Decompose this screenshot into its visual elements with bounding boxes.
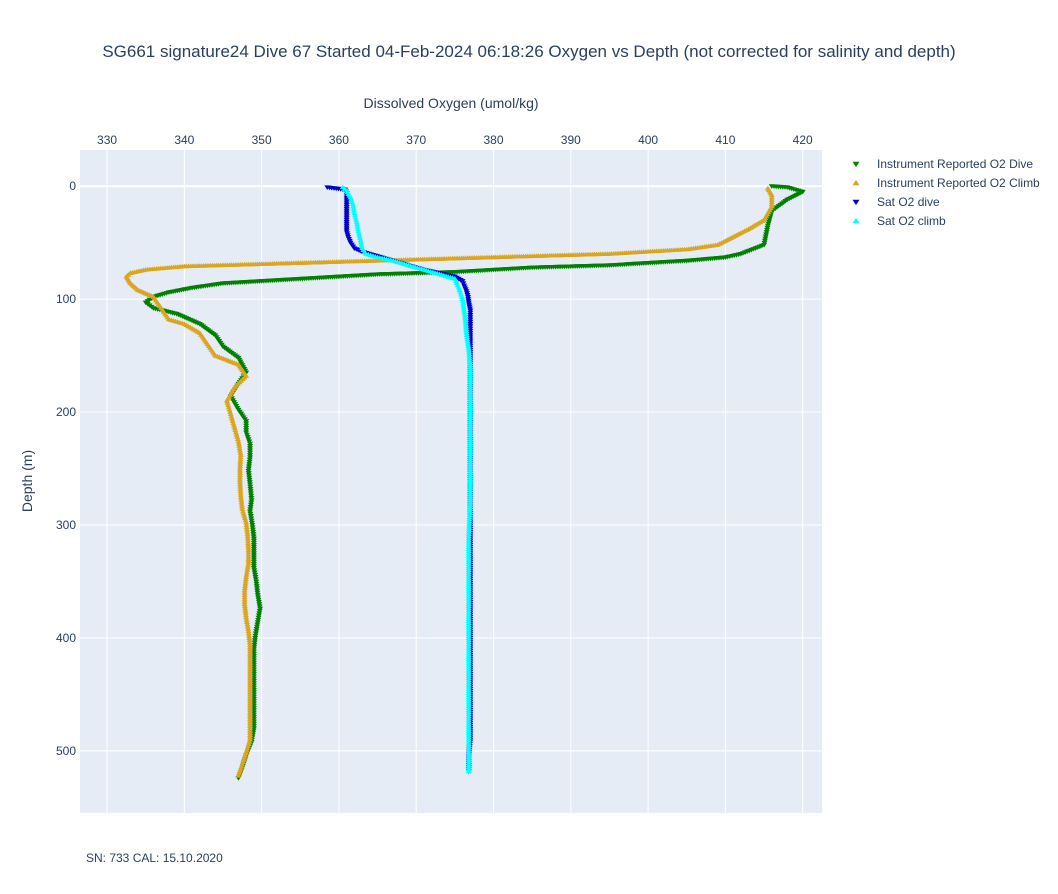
legend-item[interactable]: Instrument Reported O2 Climb xyxy=(852,176,1041,190)
y-axis-title: Depth (m) xyxy=(19,450,35,512)
x-tick-label: 330 xyxy=(97,133,117,147)
legend[interactable]: Instrument Reported O2 Dive Instrument Re… xyxy=(852,157,1041,228)
x-axis-title: Dissolved Oxygen (umol/kg) xyxy=(363,95,538,111)
x-tick-label: 340 xyxy=(174,133,194,147)
legend-item[interactable]: Instrument Reported O2 Dive xyxy=(852,157,1034,171)
legend-label: Instrument Reported O2 Climb xyxy=(877,176,1040,190)
y-tick-label: 0 xyxy=(69,179,76,193)
data-point xyxy=(339,184,346,190)
y-axis-ticks: 0 100 200 300 400 500 xyxy=(56,179,76,758)
legend-symbol xyxy=(852,199,860,206)
legend-symbol xyxy=(852,217,860,224)
grid-lines xyxy=(80,150,822,813)
x-tick-label: 380 xyxy=(483,133,503,147)
x-tick-label: 370 xyxy=(406,133,426,147)
legend-symbol xyxy=(852,161,860,168)
x-tick-label: 360 xyxy=(329,133,349,147)
y-tick-label: 300 xyxy=(56,518,76,532)
chart-title: SG661 signature24 Dive 67 Started 04-Feb… xyxy=(102,42,955,61)
y-tick-label: 200 xyxy=(56,405,76,419)
x-tick-label: 410 xyxy=(715,133,735,147)
legend-item[interactable]: Sat O2 dive xyxy=(852,195,941,209)
data-point xyxy=(764,185,771,191)
series-layer xyxy=(123,184,806,781)
legend-label: Instrument Reported O2 Dive xyxy=(877,157,1033,171)
series-sat-o2-climb xyxy=(339,184,474,774)
y-tick-label: 100 xyxy=(56,292,76,306)
plot-area xyxy=(80,150,822,813)
legend-item[interactable]: Sat O2 climb xyxy=(852,214,947,228)
calibration-note: SN: 733 CAL: 15.10.2020 xyxy=(86,851,223,865)
series-instrument-reported-o2-climb xyxy=(123,185,775,778)
legend-label: Sat O2 climb xyxy=(877,214,946,228)
legend-label: Sat O2 dive xyxy=(877,195,940,209)
x-axis-ticks: 330 340 350 360 370 380 390 400 410 420 xyxy=(97,133,813,147)
x-tick-label: 350 xyxy=(252,133,272,147)
x-tick-label: 390 xyxy=(561,133,581,147)
y-tick-label: 400 xyxy=(56,631,76,645)
y-tick-label: 500 xyxy=(56,744,76,758)
x-tick-label: 420 xyxy=(793,133,813,147)
legend-symbol xyxy=(852,179,860,186)
x-tick-label: 400 xyxy=(638,133,658,147)
